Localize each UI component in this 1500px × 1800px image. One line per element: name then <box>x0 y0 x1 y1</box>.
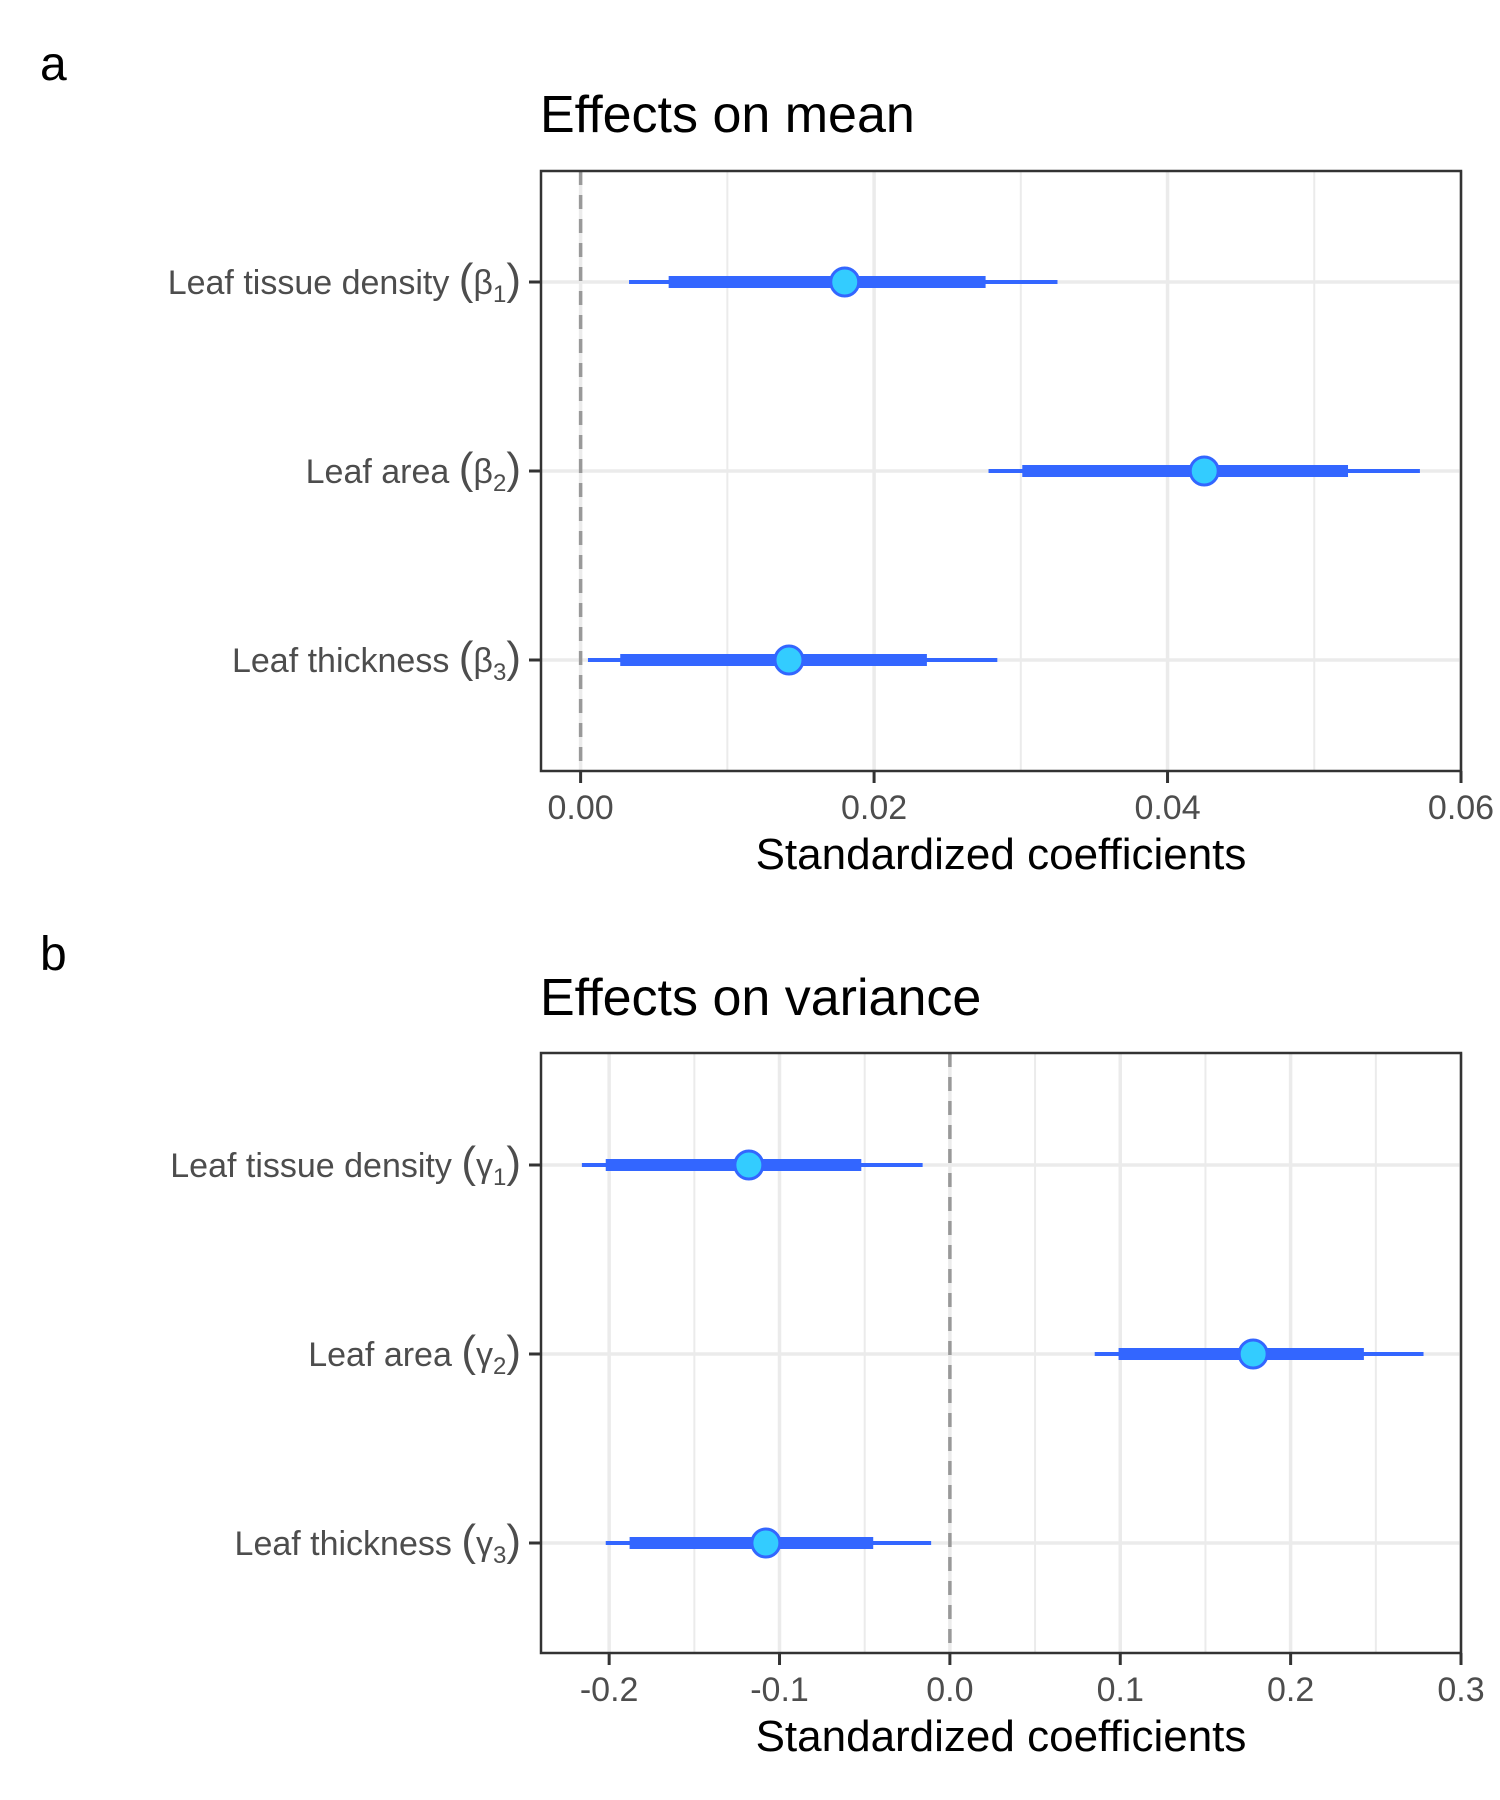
x-axis-label: Standardized coefficients <box>756 1712 1247 1761</box>
point-estimate <box>829 266 861 298</box>
point-estimate <box>750 1527 782 1559</box>
x-tick-label: 0.02 <box>841 789 907 827</box>
x-tick-label: 0.06 <box>1428 789 1494 827</box>
x-tick-label: 0.3 <box>1437 1671 1484 1709</box>
chart-panel-a: a Effects on mean Leaf tissue density (β1)… <box>40 38 1494 879</box>
point-estimate <box>773 644 805 676</box>
y-tick-label: Leaf area (β2) <box>306 444 521 497</box>
point-estimate <box>1237 1338 1269 1370</box>
y-tick-label: Leaf area (γ2) <box>308 1327 521 1380</box>
y-tick-label: Leaf tissue density (β1) <box>168 255 521 308</box>
x-tick-label: -0.2 <box>580 1671 639 1709</box>
x-tick-label: 0.2 <box>1267 1671 1314 1709</box>
x-tick-label: 0.0 <box>926 1671 973 1709</box>
x-tick-label: 0.04 <box>1134 789 1200 827</box>
chart-panel-b: b Effects on variance Leaf tissue density … <box>40 928 1485 1761</box>
chart-title: Effects on mean <box>540 86 915 144</box>
y-tick-label: Leaf tissue density (γ1) <box>170 1138 521 1191</box>
x-tick-label: -0.1 <box>750 1671 809 1709</box>
panel-label: b <box>40 928 67 981</box>
point-estimate <box>733 1149 765 1181</box>
x-tick-label: 0.00 <box>548 789 614 827</box>
chart-title: Effects on variance <box>540 969 981 1027</box>
y-tick-label: Leaf thickness (γ3) <box>235 1516 521 1569</box>
x-tick-label: 0.1 <box>1097 1671 1144 1709</box>
point-estimate <box>1188 455 1220 487</box>
panel-label: a <box>40 38 67 91</box>
x-axis-label: Standardized coefficients <box>756 830 1247 879</box>
y-tick-label: Leaf thickness (β3) <box>232 633 521 686</box>
